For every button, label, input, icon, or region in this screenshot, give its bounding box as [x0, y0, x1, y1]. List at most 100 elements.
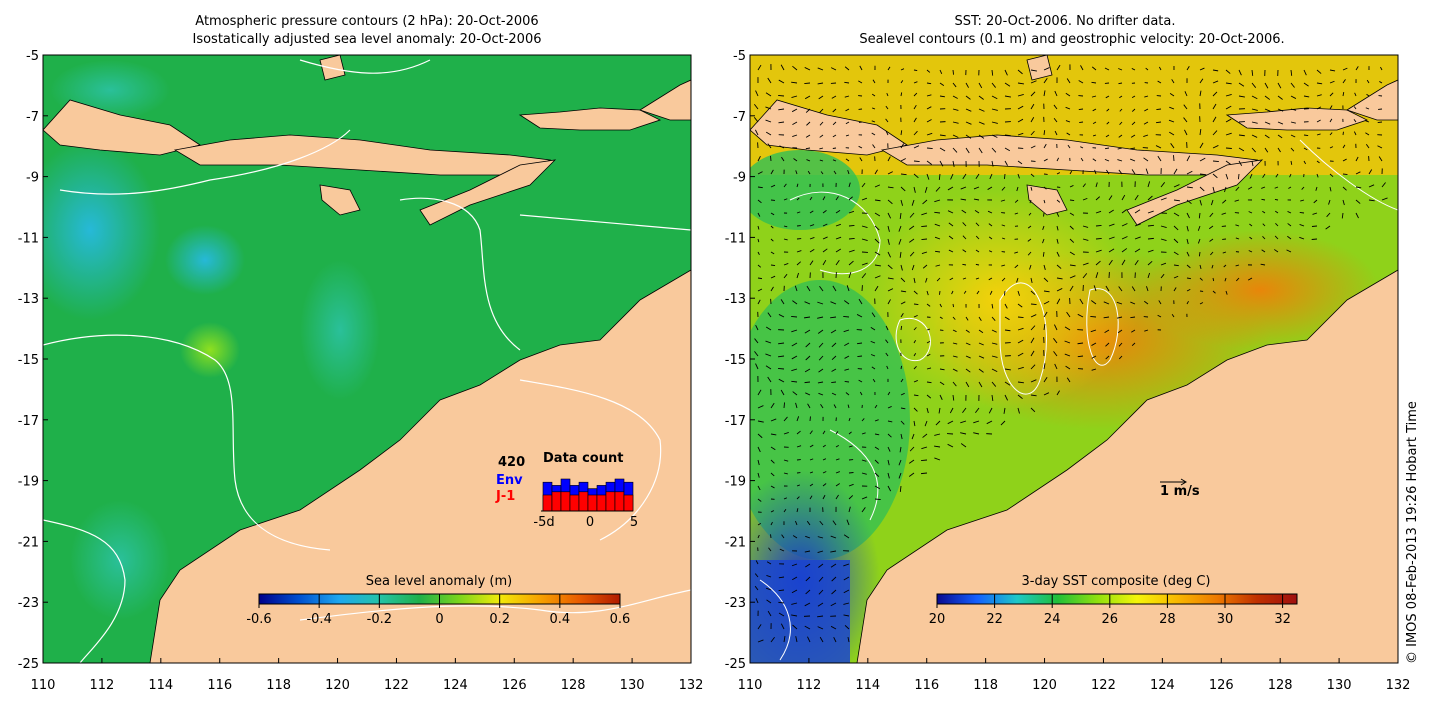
- left-pressure-contours: [43, 59, 691, 663]
- velocity-vector: [806, 520, 811, 526]
- velocity-vector: [1030, 303, 1037, 306]
- right-cool-nw: [750, 150, 860, 230]
- velocity-vector: [1130, 147, 1136, 150]
- velocity-vector: [1277, 82, 1282, 89]
- left-y-tick-label: -21: [18, 535, 39, 550]
- velocity-vector: [805, 589, 811, 595]
- velocity-vector: [975, 235, 980, 240]
- velocity-vector: [831, 589, 837, 595]
- velocity-vector: [1056, 298, 1061, 305]
- data-count-env: Env: [496, 473, 523, 488]
- velocity-vector: [1093, 285, 1097, 292]
- velocity-vector: [991, 355, 998, 358]
- velocity-vector: [886, 92, 889, 97]
- velocity-vector: [817, 615, 824, 618]
- velocity-vector: [1199, 186, 1205, 192]
- velocity-vector: [1054, 324, 1058, 331]
- velocity-vector: [754, 338, 759, 344]
- velocity-vector: [900, 130, 903, 136]
- velocity-vector: [1186, 251, 1190, 257]
- velocity-vector: [1004, 316, 1010, 321]
- velocity-vector: [861, 472, 867, 475]
- velocity-vector: [973, 420, 980, 424]
- right-x-tick-label: 116: [914, 678, 939, 693]
- velocity-vector: [791, 329, 798, 333]
- velocity-vector: [1186, 212, 1190, 219]
- left-cb-tick-label: 0.4: [549, 612, 570, 627]
- velocity-vector: [1017, 381, 1024, 384]
- velocity-vector: [819, 147, 824, 150]
- velocity-vector: [885, 118, 889, 123]
- velocity-vector: [874, 251, 881, 256]
- velocity-vector: [975, 263, 980, 266]
- left-colorbar-label: Sea level anomaly (m): [366, 574, 512, 589]
- velocity-vector: [926, 132, 933, 136]
- velocity-vector: [1043, 392, 1050, 396]
- right-y-tick-label: -9: [733, 171, 746, 186]
- left-y-tick-label: -17: [18, 414, 39, 429]
- velocity-vector: [1116, 301, 1123, 305]
- velocity-vector: [1030, 325, 1036, 331]
- velocity-vector: [952, 160, 955, 167]
- velocity-vector: [947, 420, 954, 425]
- velocity-vector: [887, 288, 894, 292]
- velocity-vector: [1381, 182, 1386, 188]
- velocity-vector: [1104, 67, 1110, 71]
- velocity-vector: [817, 329, 824, 334]
- velocity-vector: [871, 366, 876, 370]
- velocity-vector: [939, 316, 943, 319]
- velocity-vector: [965, 381, 970, 388]
- velocity-vector: [1134, 260, 1139, 266]
- velocity-vector: [833, 170, 837, 175]
- velocity-vector: [1119, 121, 1123, 126]
- left-y-axis: -5 -7 -9 -11 -13 -15 -17 -19 -21 -23 -25: [18, 49, 48, 672]
- velocity-vector: [1355, 171, 1361, 175]
- velocity-vector: [809, 260, 814, 266]
- velocity-vector: [1064, 326, 1071, 331]
- velocity-vector: [887, 485, 892, 492]
- velocity-vector: [975, 173, 980, 179]
- velocity-vector: [1173, 212, 1180, 217]
- velocity-vector: [1017, 394, 1023, 400]
- velocity-vector: [885, 325, 889, 331]
- velocity-vector: [1380, 66, 1383, 71]
- velocity-vector: [1134, 209, 1141, 214]
- velocity-vector: [783, 497, 788, 500]
- velocity-vector: [1212, 186, 1215, 193]
- velocity-vector: [934, 211, 941, 214]
- velocity-vector: [1251, 147, 1256, 153]
- velocity-vector: [791, 368, 798, 372]
- velocity-vector: [819, 636, 824, 643]
- velocity-vector: [1287, 211, 1292, 214]
- velocity-vector: [1300, 199, 1305, 202]
- velocity-vector: [1238, 95, 1245, 98]
- velocity-vector: [871, 93, 876, 97]
- velocity-vector: [822, 444, 826, 448]
- velocity-vector: [1186, 225, 1189, 232]
- velocity-vector: [1147, 195, 1153, 201]
- velocity-vector: [899, 446, 902, 453]
- velocity-vector: [778, 79, 785, 84]
- velocity-vector: [948, 249, 954, 253]
- velocity-vector: [792, 121, 798, 126]
- velocity-vector: [1274, 249, 1279, 253]
- velocity-vector: [1095, 196, 1101, 201]
- velocity-vector: [835, 248, 842, 253]
- velocity-vector: [952, 381, 957, 387]
- right-cold-patch: [750, 560, 850, 663]
- velocity-vector: [766, 561, 772, 565]
- velocity-vector: [978, 381, 983, 388]
- velocity-vector: [1065, 120, 1071, 123]
- velocity-vector: [978, 147, 983, 154]
- velocity-vector: [1147, 181, 1151, 188]
- velocity-vector: [820, 404, 824, 409]
- velocity-vector: [778, 589, 785, 592]
- velocity-vector: [809, 210, 814, 214]
- velocity-vector: [1225, 94, 1232, 97]
- right-x-tick-label: 124: [1150, 678, 1175, 693]
- velocity-vector: [1017, 366, 1024, 370]
- velocity-vector: [804, 625, 811, 630]
- velocity-vector: [757, 405, 764, 409]
- velocity-vector: [844, 81, 850, 84]
- velocity-vector: [1170, 143, 1175, 149]
